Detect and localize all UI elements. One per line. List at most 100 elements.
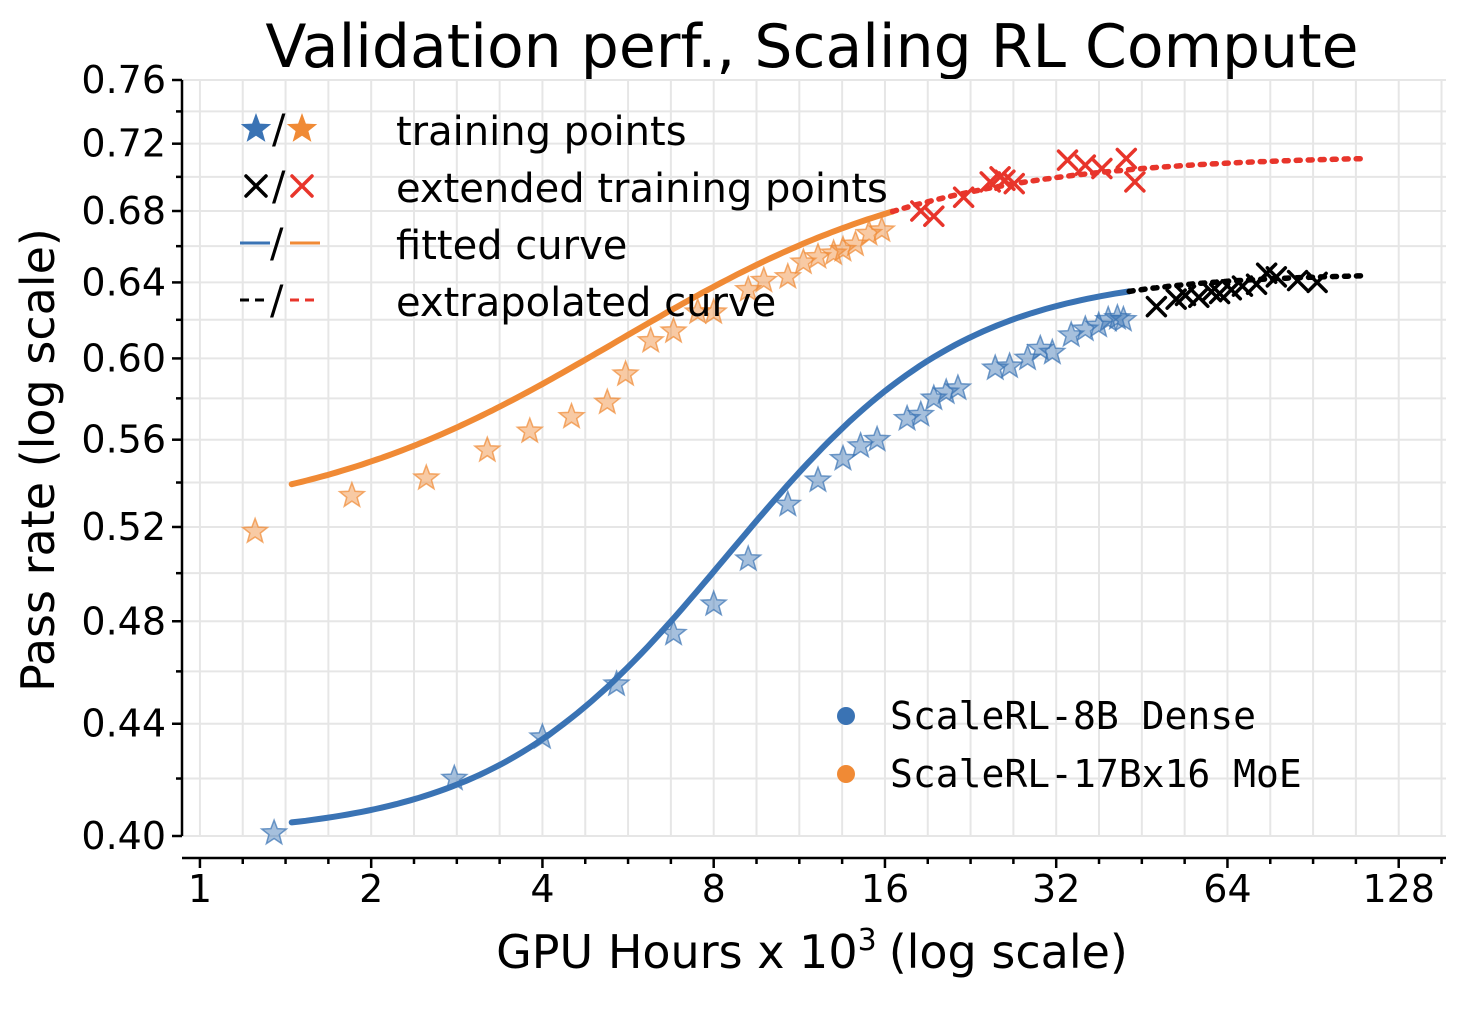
scalerl-17bx16-moe-training-point bbox=[592, 387, 622, 415]
scalerl-8b-dense-training-point bbox=[528, 722, 557, 750]
x-tick-label: 128 bbox=[1362, 867, 1435, 911]
cross-stroke bbox=[1124, 171, 1146, 193]
scalerl-17bx16-moe-training-point bbox=[611, 359, 640, 387]
x-axis-label: GPU Hours x 103 (log scale) bbox=[496, 923, 1128, 979]
scalerl-8b-dense-extended-point bbox=[1208, 282, 1231, 305]
legend-series-label: ScaleRL-17Bx16 MoE bbox=[890, 752, 1302, 796]
cross-stroke bbox=[290, 174, 314, 198]
cross-stroke bbox=[1200, 280, 1223, 303]
scalerl-8b-dense-training-point bbox=[828, 443, 858, 472]
cross-stroke bbox=[923, 205, 945, 227]
cross-stroke bbox=[1231, 275, 1254, 297]
scalerl-17bx16-moe-training-point bbox=[515, 416, 545, 444]
cross-stroke bbox=[1188, 286, 1210, 308]
cross-stroke bbox=[1255, 262, 1278, 284]
y-tick-label: 0.40 bbox=[81, 814, 166, 858]
scalerl-8b-dense-training-point bbox=[1013, 343, 1042, 371]
legend-marker-label: training points bbox=[396, 109, 687, 155]
scalerl-17bx16-moe-extended-point bbox=[923, 205, 945, 227]
scalerl-8b-dense-fitted-curve bbox=[288, 288, 1133, 826]
cross-stroke bbox=[1286, 269, 1309, 292]
y-tick-label: 0.48 bbox=[81, 599, 166, 643]
scalerl-8b-dense-training-point bbox=[1084, 310, 1114, 338]
scalerl-17bx16-moe-training-point bbox=[803, 241, 833, 270]
scalerl-17bx16-moe-extended-point bbox=[1056, 149, 1079, 171]
scalerl-8b-dense-extended-point bbox=[1265, 266, 1288, 288]
scalerl-8b-dense-training-point bbox=[259, 817, 289, 846]
curves bbox=[288, 155, 1365, 826]
cross-stroke bbox=[994, 169, 1016, 191]
scalerl-8b-dense-training-point bbox=[1025, 333, 1055, 361]
scalerl-8b-dense-training-point bbox=[602, 669, 631, 697]
scalerl-17bx16-moe-extended-point bbox=[952, 186, 975, 208]
scalerl-17bx16-moe-training-point bbox=[828, 234, 858, 263]
x-axis-label-suffix: (log scale) bbox=[889, 925, 1128, 979]
scalerl-17bx16-moe-training-point bbox=[699, 297, 729, 325]
x-tick-label: 16 bbox=[861, 867, 909, 911]
scalerl-17bx16-moe-training-point bbox=[240, 516, 270, 544]
legend-slash: / bbox=[270, 221, 284, 267]
y-tick-label: 0.44 bbox=[81, 702, 166, 746]
scalerl-8b-dense-training-point bbox=[1037, 337, 1067, 365]
scalerl-17bx16-moe-training-point bbox=[472, 435, 502, 463]
scalerl-8b-dense-extended-point bbox=[1145, 295, 1168, 318]
scalerl-8b-dense-extended-point bbox=[1220, 279, 1243, 301]
legend-series-label: ScaleRL-8B Dense bbox=[890, 694, 1256, 738]
scalerl-8b-dense-training-point bbox=[980, 353, 1010, 381]
y-tick-label: 0.72 bbox=[81, 122, 166, 166]
scalerl-8b-dense-training-point bbox=[919, 383, 949, 411]
scalerl-17bx16-moe-extended-point bbox=[1003, 172, 1025, 195]
scalerl-8b-dense-training-point bbox=[1108, 304, 1138, 333]
legend-cross-black-icon bbox=[244, 174, 268, 198]
legend-cross-red-icon bbox=[290, 174, 314, 198]
cross-stroke bbox=[952, 186, 975, 208]
legend-marker-label: extrapolated curve bbox=[396, 280, 776, 326]
y-tick-label: 0.76 bbox=[81, 58, 166, 102]
y-tick-label: 0.68 bbox=[81, 189, 166, 233]
axes bbox=[172, 78, 1446, 868]
scalerl-8b-dense-training-point bbox=[803, 465, 833, 493]
scalerl-17bx16-moe-training-point bbox=[557, 401, 586, 430]
cross-stroke bbox=[1003, 172, 1025, 195]
cross-stroke bbox=[1091, 157, 1113, 180]
scalerl-8b-dense-extended-point bbox=[1286, 269, 1309, 292]
scalerl-17bx16-moe-training-point bbox=[659, 316, 688, 344]
scalerl-17bx16-moe-training-point bbox=[867, 215, 897, 243]
scalerl-17bx16-moe-training-point bbox=[854, 218, 884, 247]
scalerl-8b-dense-extended-point bbox=[1188, 286, 1210, 308]
scalerl-17bx16-moe-training-point bbox=[411, 463, 441, 491]
legend-slash: / bbox=[270, 278, 284, 324]
scalerl-8b-dense-training-point bbox=[1070, 314, 1100, 342]
scalerl-17bx16-moe-fitted-curve bbox=[288, 208, 896, 488]
legend-slash: / bbox=[272, 107, 286, 153]
scalerl-8b-dense-training-point bbox=[906, 399, 936, 427]
scalerl-8b-dense-training-point bbox=[439, 763, 469, 791]
scalerl-17bx16-moe-extrapolated-curve bbox=[889, 155, 1365, 215]
scalerl-8b-dense-training-point bbox=[892, 403, 922, 432]
x-axis-label-superscript: 3 bbox=[858, 923, 877, 958]
cross-stroke bbox=[1115, 147, 1138, 170]
x-tick-label: 64 bbox=[1203, 867, 1251, 911]
cross-stroke bbox=[1220, 279, 1243, 301]
y-tick-label: 0.56 bbox=[81, 418, 166, 462]
legend-series-dot-icon bbox=[837, 707, 855, 725]
legend-series: ScaleRL-8B Dense ScaleRL-17Bx16 MoE bbox=[837, 694, 1302, 796]
scalerl-17bx16-moe-extended-point bbox=[1115, 147, 1138, 170]
legend-markers: / / / / training points extended training poi… bbox=[240, 107, 888, 326]
scalerl-17bx16-moe-extended-point bbox=[1124, 171, 1146, 193]
cross-stroke bbox=[979, 171, 1001, 193]
scalerl-8b-dense-training-point bbox=[931, 377, 961, 405]
scalerl-8b-dense-training-point bbox=[995, 351, 1025, 379]
scalerl-17bx16-moe-extended-point bbox=[1091, 157, 1113, 180]
tick-labels: 0.40 0.44 0.48 0.52 0.56 0.60 0.64 0.68 0.72 0.76… bbox=[81, 58, 1435, 911]
legend-marker-label: extended training points bbox=[396, 166, 888, 212]
y-axis-label: Pass rate (log scale) bbox=[11, 228, 65, 692]
legend-star-orange-icon bbox=[286, 113, 318, 142]
cross-stroke bbox=[1145, 295, 1168, 318]
x-axis-label-main: GPU Hours x 10 bbox=[496, 925, 857, 979]
cross-stroke bbox=[1265, 266, 1288, 288]
legend-slash: / bbox=[272, 164, 286, 210]
cross-stroke bbox=[1208, 282, 1231, 305]
x-tick-label: 2 bbox=[359, 867, 383, 911]
